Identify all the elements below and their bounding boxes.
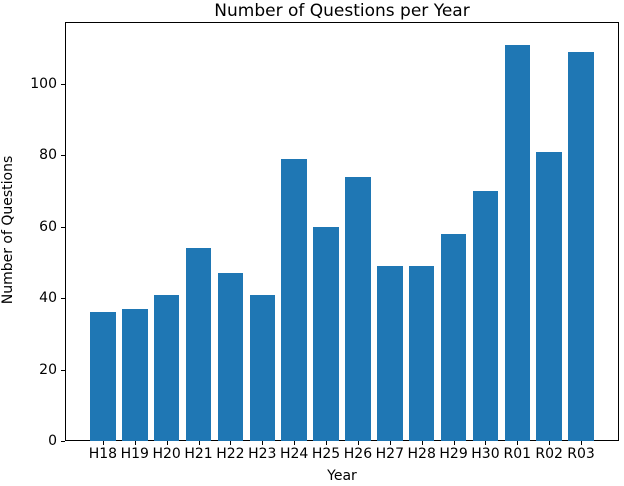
x-tick-H20 [166, 441, 168, 445]
y-tick-label-100: 100 [30, 75, 57, 92]
bar-H22 [217, 273, 244, 441]
bar-H20 [153, 294, 180, 441]
x-tick-label-R01: R01 [503, 446, 532, 462]
y-tick-label-80: 80 [39, 147, 57, 164]
y-tick-40 [61, 298, 65, 300]
bar-H18 [90, 312, 116, 441]
x-tick-R03 [581, 441, 583, 445]
bar-H30 [472, 190, 499, 441]
chart-title: Number of Questions per Year [214, 1, 470, 21]
x-tick-label-H25: H25 [311, 446, 341, 462]
x-tick-R02 [549, 441, 551, 445]
x-tick-R01 [517, 441, 519, 445]
x-tick-H28 [421, 441, 423, 445]
y-tick-0 [61, 441, 65, 442]
y-axis-label: Number of Questions [0, 155, 16, 305]
x-tick-label-H23: H23 [248, 446, 277, 462]
bar-H24 [281, 158, 307, 441]
x-tick-label-H30: H30 [471, 446, 500, 462]
bar-H19 [122, 308, 148, 441]
y-tick-100 [61, 83, 65, 85]
plot-area [65, 22, 619, 441]
x-tick-label-H22: H22 [216, 446, 245, 462]
bar-H27 [377, 265, 403, 441]
x-tick-label-H19: H19 [120, 446, 149, 462]
y-tick-label-60: 60 [39, 218, 57, 235]
x-tick-label-H28: H28 [407, 446, 436, 462]
x-tick-label-H27: H27 [375, 446, 404, 462]
y-tick-label-20: 20 [39, 361, 57, 378]
x-tick-label-H29: H29 [439, 446, 468, 462]
x-tick-H18 [102, 441, 104, 445]
x-tick-H25 [326, 441, 328, 445]
x-tick-label-R02: R02 [535, 446, 563, 462]
x-tick-H23 [262, 441, 264, 445]
x-tick-H30 [485, 441, 487, 445]
y-tick-80 [61, 155, 65, 157]
bar-H26 [345, 176, 371, 441]
y-tick-20 [61, 369, 65, 371]
x-tick-H22 [230, 441, 232, 445]
x-tick-H21 [198, 441, 200, 445]
bar-R03 [568, 51, 594, 441]
x-tick-H29 [453, 441, 455, 445]
bar-H21 [185, 248, 212, 441]
bar-H25 [313, 226, 339, 441]
y-tick-60 [61, 226, 65, 228]
x-tick-label-H20: H20 [152, 446, 181, 462]
bar-R02 [536, 151, 562, 441]
x-tick-H26 [357, 441, 359, 445]
y-tick-label-0: 0 [48, 433, 57, 449]
y-tick-label-40: 40 [39, 290, 57, 307]
bar-R01 [504, 44, 531, 441]
x-tick-H24 [294, 441, 296, 445]
x-tick-H27 [389, 441, 391, 445]
x-axis-label: Year [327, 468, 357, 484]
x-tick-label-H26: H26 [343, 446, 373, 462]
x-tick-label-R03: R03 [567, 446, 595, 462]
x-tick-H19 [134, 441, 136, 445]
x-tick-label-H18: H18 [88, 446, 118, 462]
x-tick-label-H21: H21 [184, 446, 213, 462]
bar-H23 [249, 294, 276, 441]
x-tick-label-H24: H24 [280, 446, 309, 462]
bar-H28 [408, 265, 435, 441]
bar-H29 [440, 233, 467, 441]
